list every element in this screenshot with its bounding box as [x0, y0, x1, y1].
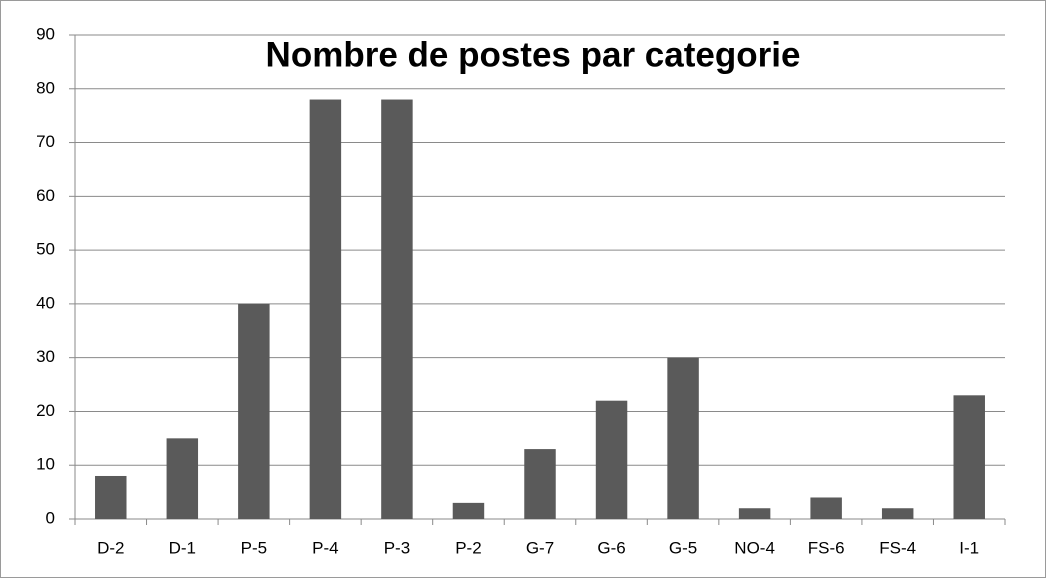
- bar: [810, 497, 842, 519]
- bar: [166, 438, 199, 519]
- x-tick-label: D-1: [169, 538, 196, 557]
- bar: [595, 400, 628, 519]
- y-tick-label: 80: [36, 78, 55, 97]
- x-tick-label: I-1: [959, 538, 979, 557]
- x-tick-label: P-4: [312, 538, 338, 557]
- y-tick-label: 60: [36, 186, 55, 205]
- x-tick-label: FS-4: [879, 538, 916, 557]
- chart-title: Nombre de postes par categorie: [266, 35, 801, 74]
- y-tick-label: 70: [36, 132, 55, 151]
- x-tick-label: NO-4: [734, 538, 775, 557]
- y-tick-label: 0: [46, 508, 55, 527]
- y-tick-label: 90: [36, 24, 55, 43]
- y-tick-label: 10: [36, 455, 55, 474]
- bar: [881, 508, 914, 519]
- y-tick-label: 30: [36, 347, 55, 366]
- bar: [95, 475, 127, 519]
- bar: [738, 508, 771, 519]
- x-tick-label: G-7: [526, 538, 554, 557]
- bar: [953, 395, 985, 519]
- y-tick-label: 50: [36, 240, 55, 259]
- x-tick-label: P-2: [455, 538, 481, 557]
- x-tick-label: FS-6: [808, 538, 845, 557]
- y-tick-label: 20: [36, 401, 55, 420]
- x-tick-label: G-6: [597, 538, 625, 557]
- x-tick-label: P-5: [241, 538, 267, 557]
- y-tick-label: 40: [36, 293, 55, 312]
- x-tick-label: P-3: [384, 538, 410, 557]
- bar: [524, 449, 556, 519]
- bar: [381, 99, 413, 520]
- bar: [309, 99, 342, 520]
- bar: [238, 303, 270, 519]
- bar: [667, 357, 699, 519]
- x-tick-label: D-2: [97, 538, 124, 557]
- x-tick-label: G-5: [669, 538, 697, 557]
- bar: [452, 502, 485, 519]
